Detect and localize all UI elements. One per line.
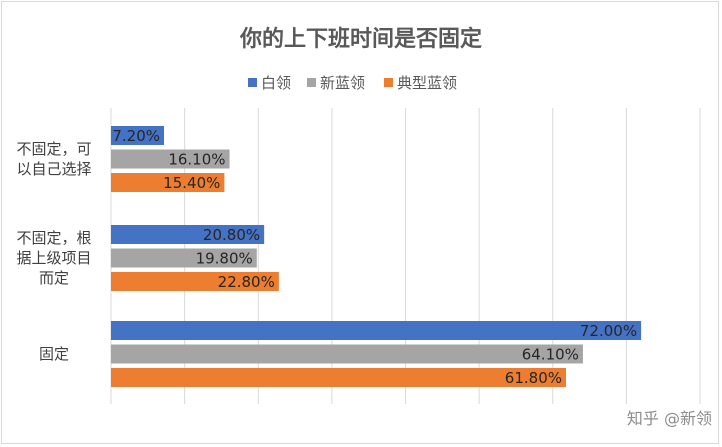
legend-label: 白领 (261, 74, 291, 92)
bar (111, 368, 567, 387)
category-label: 以自己选择 (16, 160, 91, 178)
bar (111, 173, 225, 192)
category-label: 不固定，根 (16, 229, 91, 247)
bar (111, 344, 583, 364)
category-label: 而定 (39, 269, 69, 287)
data-label: 7.20% (112, 127, 160, 145)
legend-swatch (248, 78, 257, 87)
data-labels: 7.20% 16.10% 15.40% 20.80% 19.80% 22.80% 72.00… (112, 127, 637, 387)
category-label: 不固定，可 (16, 140, 91, 158)
bar (111, 272, 279, 291)
bar (111, 126, 165, 145)
data-label: 22.80% (218, 273, 275, 291)
category-label: 固定 (39, 345, 69, 363)
data-label: 15.40% (163, 174, 220, 192)
chart-title: 你的上下班时间是否固定 (239, 26, 482, 52)
data-label: 16.10% (168, 151, 225, 169)
bar (111, 321, 642, 340)
data-label: 20.80% (203, 226, 260, 244)
data-label: 61.80% (505, 369, 562, 387)
data-label: 72.00% (580, 322, 637, 340)
legend-swatch (384, 78, 393, 87)
category-label: 据上级项目 (16, 249, 91, 267)
watermark: 知乎 @新领 (627, 409, 712, 428)
bar (111, 149, 230, 169)
legend: 白领 新蓝领 典型蓝领 (248, 74, 457, 92)
bar (111, 248, 257, 268)
legend-label: 新蓝领 (320, 74, 365, 92)
legend-swatch (307, 78, 316, 87)
data-label: 64.10% (522, 346, 579, 364)
bars (111, 126, 642, 387)
bar (111, 225, 265, 244)
legend-label: 典型蓝领 (397, 74, 457, 92)
data-label: 19.80% (196, 250, 253, 268)
